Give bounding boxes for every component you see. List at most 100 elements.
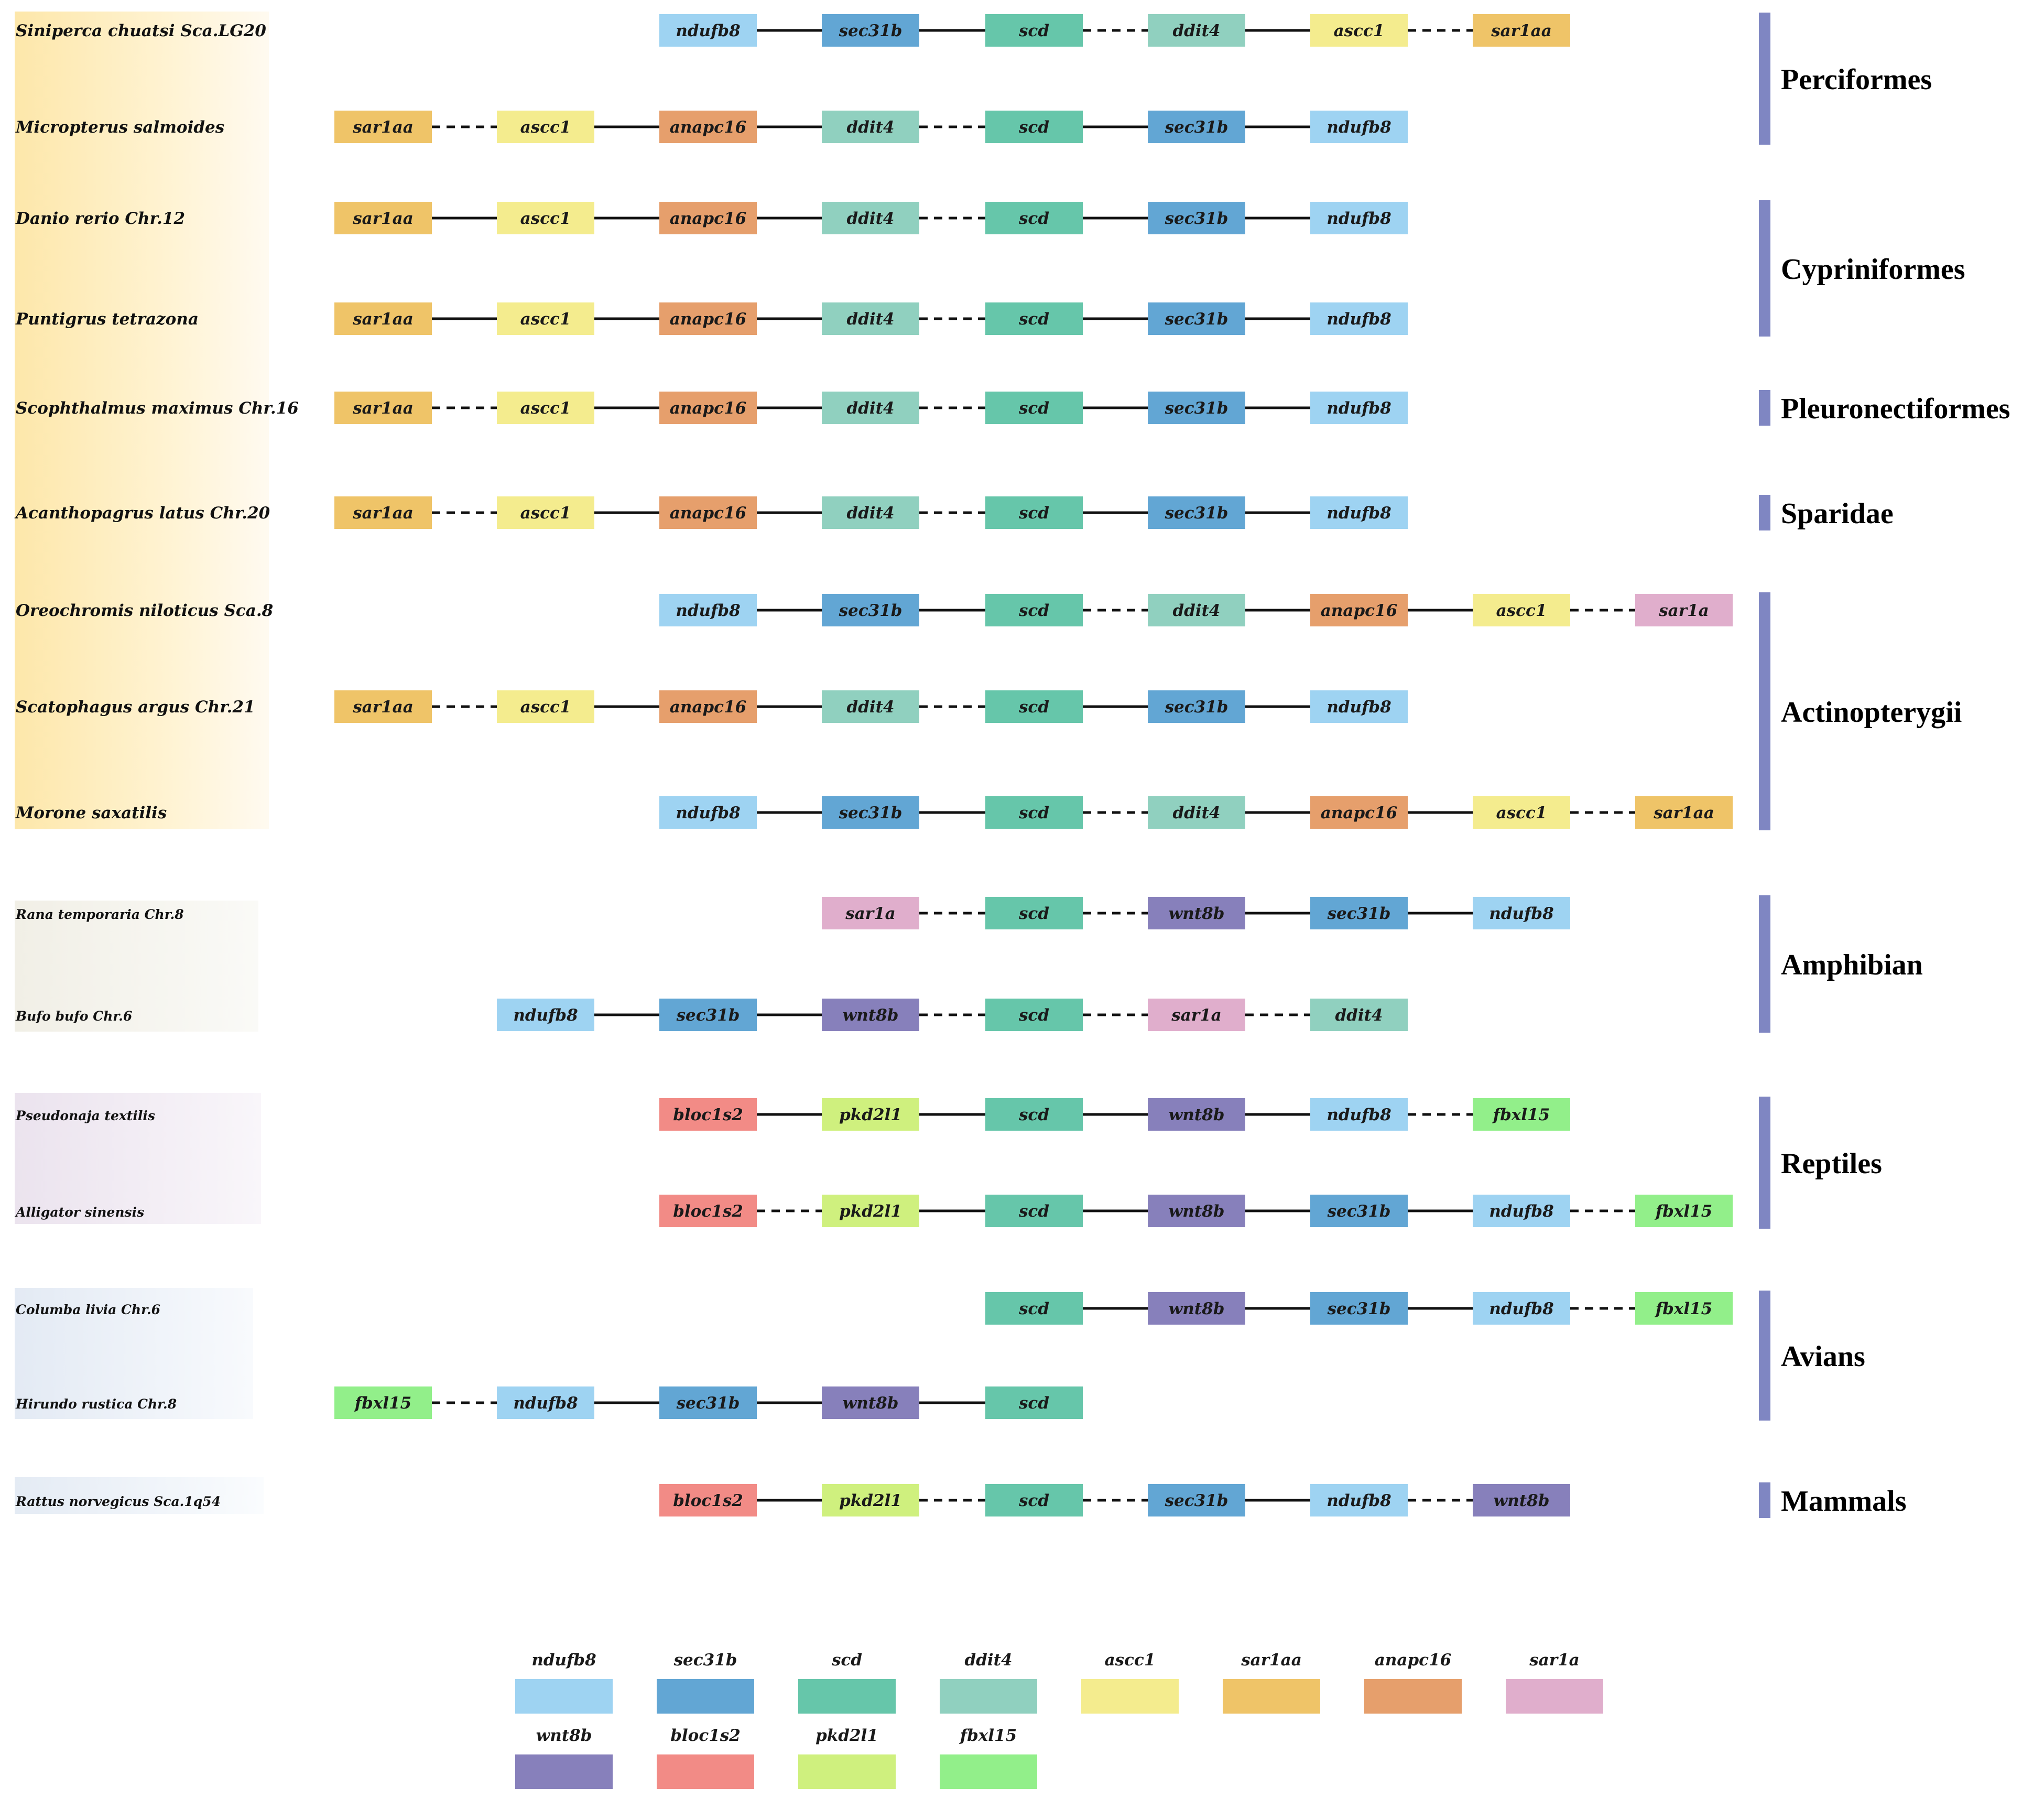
- gene-box-ndufb8: [659, 14, 757, 47]
- gene-label: ndufb8: [1327, 399, 1391, 418]
- gene-box-fbxl15: [1635, 1195, 1733, 1227]
- group-label: Perciformes: [1781, 63, 1932, 96]
- gene-box-anapc16: [659, 496, 757, 529]
- gene-box-ascc1: [497, 202, 594, 234]
- gene-label: sec31b: [839, 601, 903, 620]
- legend-item: wnt8b: [515, 1726, 613, 1789]
- gene-box-scd: [985, 690, 1083, 723]
- legend-label: pkd2l1: [816, 1726, 878, 1745]
- legend-label: fbxl15: [959, 1726, 1017, 1745]
- group-bracket: Avians: [1759, 1291, 1865, 1421]
- gene-label: ascc1: [1496, 804, 1547, 822]
- group-bracket: Perciformes: [1759, 13, 1932, 145]
- gene-box-sec31b: [822, 796, 919, 829]
- group-bar: [1759, 895, 1770, 1033]
- legend-label: scd: [831, 1651, 862, 1670]
- gene-box-ndufb8: [1310, 496, 1408, 529]
- gene-box-ascc1: [497, 496, 594, 529]
- legend-swatch-sar1a: [1506, 1679, 1603, 1714]
- legend: ndufb8 sec31b scd ddit4 ascc1 sar1aa anapc16 sa…: [515, 1651, 1603, 1789]
- species-label: Micropterus salmoides: [15, 118, 224, 137]
- group-bar: [1759, 1097, 1770, 1229]
- gene-box-scd: [985, 999, 1083, 1031]
- gene-label: anapc16: [670, 310, 746, 329]
- legend-item: scd: [798, 1651, 896, 1714]
- gene-box-pkd2l1: [822, 1098, 919, 1131]
- gene-label: sar1aa: [352, 698, 414, 717]
- gene-box-sec31b: [1310, 1292, 1408, 1325]
- group-bar: [1759, 13, 1770, 145]
- gene-box-sec31b: [1148, 111, 1245, 143]
- gene-label: ascc1: [520, 209, 571, 228]
- gene-label: ndufb8: [676, 804, 740, 822]
- gene-label: anapc16: [670, 399, 746, 418]
- species-label: Bufo bufo Chr.6: [15, 1009, 132, 1024]
- synteny-row: Scophthalmus maximus Chr.16 sar1aa ascc1 an…: [16, 392, 1408, 424]
- gene-label: ndufb8: [1489, 904, 1553, 923]
- gene-label: ascc1: [520, 504, 571, 523]
- gene-box-ndufb8: [497, 999, 594, 1031]
- legend-item: fbxl15: [940, 1726, 1037, 1789]
- gene-box-anapc16: [659, 111, 757, 143]
- legend-swatch-scd: [798, 1679, 896, 1714]
- gene-box-ndufb8: [1310, 1484, 1408, 1516]
- gene-box-ascc1: [497, 690, 594, 723]
- gene-label: scd: [1018, 118, 1049, 137]
- gene-box-sar1aa: [334, 202, 432, 234]
- gene-box-sec31b: [822, 594, 919, 626]
- group-bar: [1759, 1291, 1770, 1421]
- gene-label: bloc1s2: [673, 1491, 743, 1510]
- gene-label: sec31b: [676, 1006, 740, 1025]
- gene-box-ascc1: [1473, 594, 1570, 626]
- gene-label: sar1aa: [352, 310, 414, 329]
- synteny-row: Acanthopagrus latus Chr.20 sar1aa ascc1 ana…: [14, 496, 1408, 529]
- gene-box-scd: [985, 594, 1083, 626]
- species-label: Siniperca chuatsi Sca.LG20: [16, 21, 266, 40]
- gene-box-bloc1s2: [659, 1484, 757, 1516]
- species-label: Scatophagus argus Chr.21: [16, 698, 255, 717]
- gene-label: scd: [1018, 1491, 1049, 1510]
- gene-label: wnt8b: [843, 1394, 899, 1413]
- gene-box-ascc1: [1473, 796, 1570, 829]
- gene-label: anapc16: [670, 118, 746, 137]
- legend-swatch-ddit4: [940, 1679, 1037, 1714]
- species-label: Columba livia Chr.6: [16, 1302, 160, 1317]
- gene-box-ddit4: [822, 302, 919, 335]
- gene-label: sec31b: [1165, 1491, 1228, 1510]
- gene-box-sec31b: [822, 14, 919, 47]
- gene-label: ndufb8: [1327, 118, 1391, 137]
- synteny-row: Hirundo rustica Chr.8 fbxl15 ndufb8 sec31b w…: [15, 1386, 1083, 1419]
- group-label: Avians: [1781, 1340, 1865, 1373]
- species-label: Pseudonaja textilis: [15, 1108, 155, 1123]
- gene-box-ddit4: [1148, 594, 1245, 626]
- gene-label: sar1aa: [352, 118, 414, 137]
- gene-label: scd: [1018, 310, 1049, 329]
- gene-label: ascc1: [1496, 601, 1547, 620]
- synteny-row: Morone saxatilis ndufb8 sec31b scd ddit4 anap…: [15, 796, 1733, 829]
- gene-label: ddit4: [1172, 21, 1220, 40]
- gene-label: ddit4: [846, 310, 894, 329]
- group-bracket: Actinopterygii: [1759, 592, 1962, 830]
- gene-label: ascc1: [520, 698, 571, 717]
- group-bar: [1759, 495, 1770, 530]
- gene-label: scd: [1018, 209, 1049, 228]
- gene-box-ddit4: [822, 496, 919, 529]
- gene-box-ddit4: [1310, 999, 1408, 1031]
- gene-box-sar1aa: [1635, 796, 1733, 829]
- synteny-row: Alligator sinensis bloc1s2 pkd2l1 scd wnt8b s…: [15, 1195, 1733, 1227]
- gene-label: ndufb8: [1327, 504, 1391, 523]
- gene-box-sec31b: [1310, 1195, 1408, 1227]
- group-label: Amphibian: [1781, 949, 1923, 981]
- synteny-row: Danio rerio Chr.12 sar1aa ascc1 anapc16 ddit…: [15, 202, 1408, 234]
- species-label: Danio rerio Chr.12: [15, 209, 185, 228]
- gene-label: ddit4: [846, 399, 894, 418]
- gene-label: scd: [1018, 904, 1049, 923]
- gene-box-ndufb8: [1310, 111, 1408, 143]
- synteny-row: Siniperca chuatsi Sca.LG20 ndufb8 sec31b sc…: [16, 14, 1570, 47]
- synteny-row: Scatophagus argus Chr.21 sar1aa ascc1 anapc…: [16, 690, 1408, 723]
- synteny-row: Micropterus salmoides sar1aa ascc1 anapc16 d…: [15, 111, 1408, 143]
- gene-label: scd: [1018, 21, 1049, 40]
- gene-box-ascc1: [497, 111, 594, 143]
- gene-box-scd: [985, 796, 1083, 829]
- gene-label: scd: [1018, 1202, 1049, 1221]
